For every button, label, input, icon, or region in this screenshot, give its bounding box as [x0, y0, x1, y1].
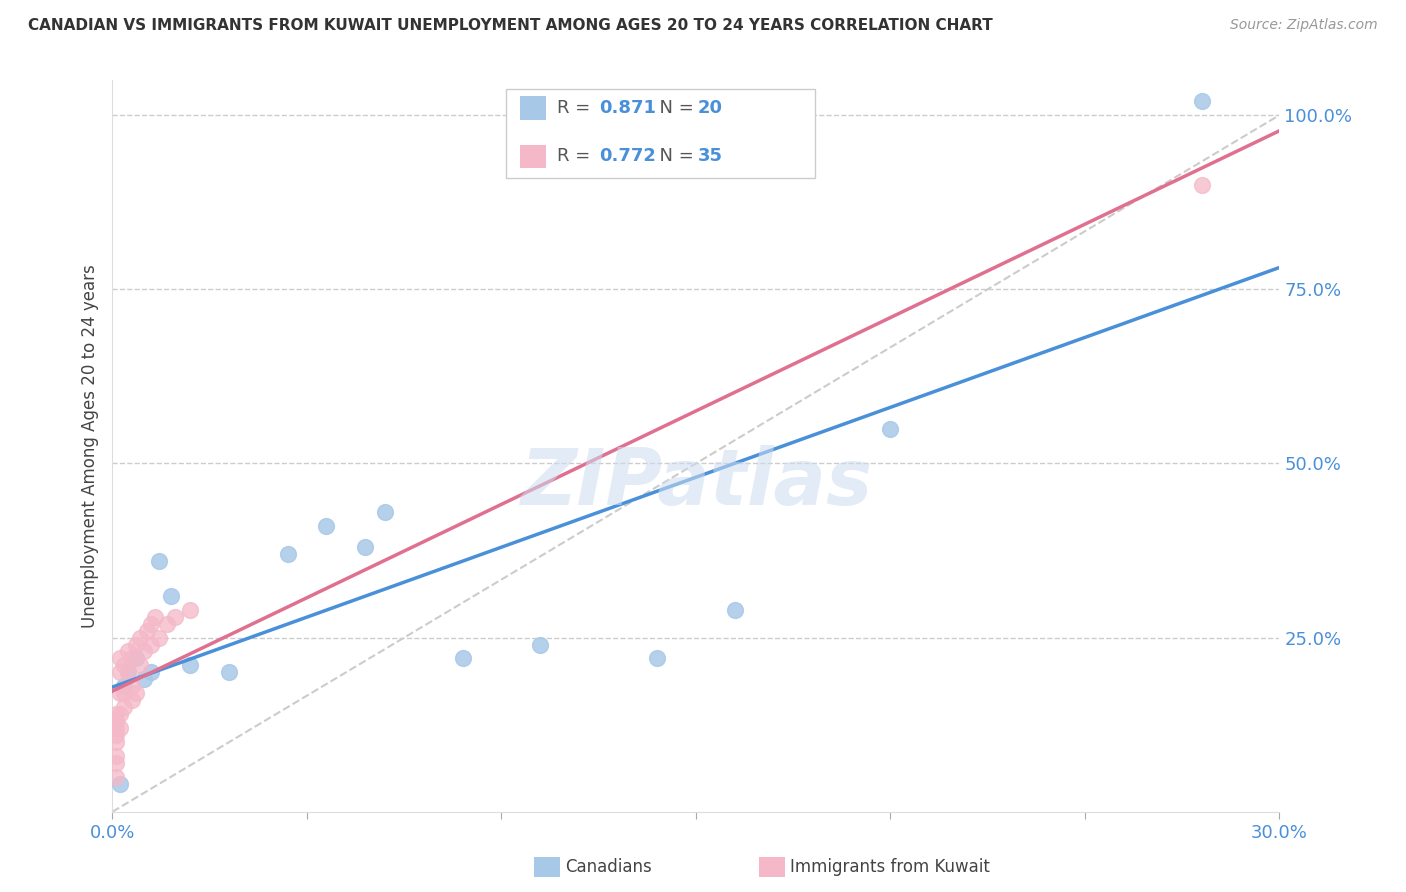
- Point: [179, 658, 201, 673]
- Point: [110, 651, 132, 665]
- Point: [132, 644, 155, 658]
- Point: [112, 686, 135, 700]
- Point: [121, 693, 143, 707]
- Point: [1191, 178, 1213, 192]
- Text: Immigrants from Kuwait: Immigrants from Kuwait: [790, 858, 990, 876]
- Point: [125, 686, 148, 700]
- Point: [141, 638, 163, 652]
- Point: [117, 644, 139, 658]
- Text: 35: 35: [697, 147, 723, 165]
- Point: [451, 651, 474, 665]
- Point: [117, 665, 139, 680]
- Point: [125, 638, 148, 652]
- Point: [160, 589, 183, 603]
- Point: [354, 540, 377, 554]
- Point: [105, 756, 128, 770]
- Point: [645, 651, 668, 665]
- Point: [724, 603, 747, 617]
- Point: [105, 707, 128, 722]
- Point: [148, 631, 170, 645]
- Point: [121, 651, 143, 665]
- Text: 0.871: 0.871: [599, 99, 657, 117]
- Point: [110, 707, 132, 722]
- Point: [132, 673, 155, 687]
- Point: [112, 679, 135, 693]
- Point: [143, 609, 166, 624]
- Text: Source: ZipAtlas.com: Source: ZipAtlas.com: [1230, 18, 1378, 32]
- Point: [112, 700, 135, 714]
- Point: [141, 665, 163, 680]
- Point: [121, 679, 143, 693]
- Point: [105, 721, 128, 735]
- Text: Canadians: Canadians: [565, 858, 652, 876]
- Point: [105, 728, 128, 742]
- Point: [141, 616, 163, 631]
- Point: [105, 735, 128, 749]
- Point: [879, 421, 901, 435]
- Text: N =: N =: [648, 99, 700, 117]
- Point: [529, 638, 551, 652]
- Point: [156, 616, 179, 631]
- Point: [179, 603, 201, 617]
- Point: [1191, 94, 1213, 108]
- Text: N =: N =: [648, 147, 700, 165]
- Text: 20: 20: [697, 99, 723, 117]
- Point: [110, 777, 132, 791]
- Point: [110, 721, 132, 735]
- Point: [276, 547, 298, 561]
- Text: CANADIAN VS IMMIGRANTS FROM KUWAIT UNEMPLOYMENT AMONG AGES 20 TO 24 YEARS CORREL: CANADIAN VS IMMIGRANTS FROM KUWAIT UNEMP…: [28, 18, 993, 33]
- Point: [163, 609, 186, 624]
- Point: [374, 505, 396, 519]
- Point: [315, 519, 337, 533]
- Point: [110, 665, 132, 680]
- Point: [125, 651, 148, 665]
- Point: [110, 686, 132, 700]
- Y-axis label: Unemployment Among Ages 20 to 24 years: Unemployment Among Ages 20 to 24 years: [80, 264, 98, 628]
- Point: [105, 770, 128, 784]
- Point: [148, 554, 170, 568]
- Point: [136, 624, 159, 638]
- Point: [128, 658, 150, 673]
- Point: [112, 658, 135, 673]
- Text: R =: R =: [557, 99, 596, 117]
- Point: [117, 665, 139, 680]
- Text: 0.772: 0.772: [599, 147, 655, 165]
- Point: [218, 665, 240, 680]
- Text: ZIPatlas: ZIPatlas: [520, 444, 872, 521]
- Point: [105, 749, 128, 764]
- Point: [105, 714, 128, 728]
- Point: [128, 631, 150, 645]
- Text: R =: R =: [557, 147, 596, 165]
